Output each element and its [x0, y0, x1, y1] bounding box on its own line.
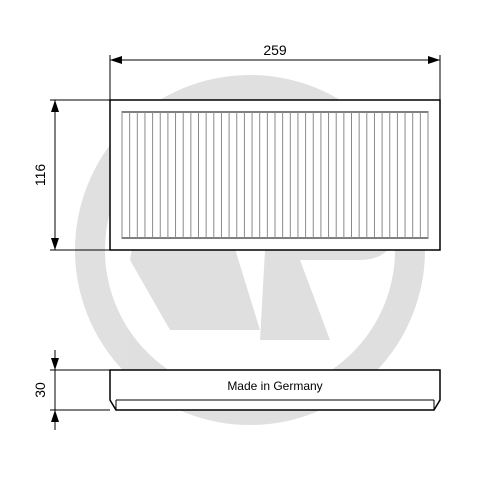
made-in-label: Made in Germany [227, 379, 322, 393]
side-view: Made in Germany [110, 370, 440, 410]
dimension-thickness: 30 [32, 350, 110, 430]
dimension-width-value: 259 [263, 42, 287, 58]
dimension-height-value: 116 [32, 164, 48, 187]
top-hatch [122, 112, 428, 238]
top-view [110, 100, 440, 250]
technical-drawing: 259 116 Made in Germany 30 [0, 0, 500, 500]
dimension-thickness-value: 30 [32, 382, 48, 398]
